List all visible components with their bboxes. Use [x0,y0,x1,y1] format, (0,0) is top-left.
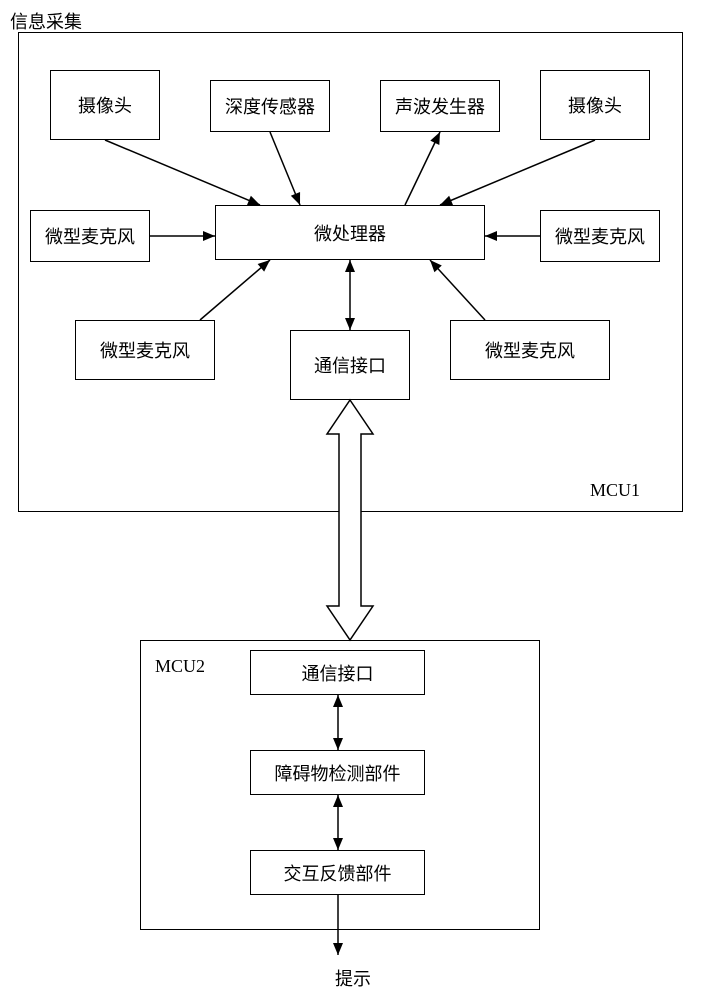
node-comm-interface-1: 通信接口 [290,330,410,400]
node-mic-bottom-left: 微型麦克风 [75,320,215,380]
node-label: 深度传感器 [225,93,315,119]
label-text: 信息采集 [10,12,82,32]
node-mic-bottom-right: 微型麦克风 [450,320,610,380]
node-label: 通信接口 [314,352,386,378]
node-label: 交互反馈部件 [284,860,392,886]
node-label: 微处理器 [314,220,386,246]
node-camera-left: 摄像头 [50,70,160,140]
node-comm-interface-2: 通信接口 [250,650,425,695]
node-microprocessor: 微处理器 [215,205,485,260]
node-sound-generator: 声波发生器 [380,80,500,132]
node-label: 障碍物检测部件 [275,760,401,786]
label-text: 提示 [335,969,371,989]
node-mic-left: 微型麦克风 [30,210,150,262]
node-interactive-feedback: 交互反馈部件 [250,850,425,895]
node-obstacle-detection: 障碍物检测部件 [250,750,425,795]
node-mic-right: 微型麦克风 [540,210,660,262]
node-label: 通信接口 [302,660,374,686]
node-depth-sensor: 深度传感器 [210,80,330,132]
node-label: 微型麦克风 [100,337,190,363]
node-label: 微型麦克风 [485,337,575,363]
node-camera-right: 摄像头 [540,70,650,140]
label-info-collection: 信息采集 [10,8,82,34]
node-label: 摄像头 [78,92,132,118]
diagram-canvas: 信息采集 MCU1 MCU2 提示 摄像头 深度传感器 声波发生器 摄像头 微型… [0,0,709,1000]
label-prompt: 提示 [335,965,371,991]
node-label: 摄像头 [568,92,622,118]
node-label: 声波发生器 [395,93,485,119]
node-label: 微型麦克风 [45,223,135,249]
node-label: 微型麦克风 [555,223,645,249]
